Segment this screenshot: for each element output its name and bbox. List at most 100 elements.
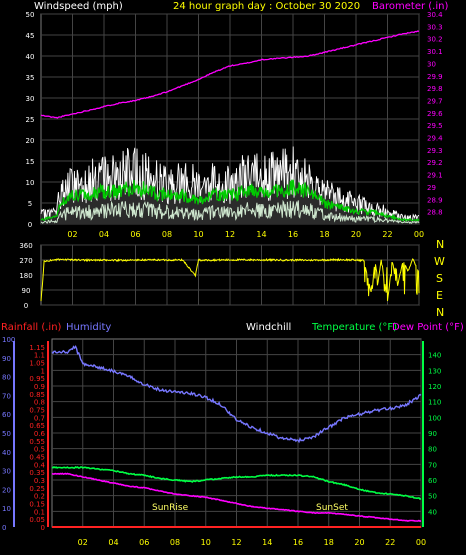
humidity-y-tick-label: 90 [2, 355, 11, 363]
rainfall-y-tick-label: 0.7 [34, 414, 45, 422]
humidity-axis-label: Humidity [66, 322, 111, 333]
humidity-y-tick-label: 0 [2, 524, 6, 532]
humidity-y-tick-label: 70 [2, 392, 11, 400]
wind-min-line [41, 199, 420, 224]
wind-x-tick-label: 14 [256, 230, 266, 239]
humidity-series-line [51, 344, 422, 444]
compass-label: N [436, 238, 444, 251]
wind-x-tick-label: 16 [288, 230, 298, 239]
rainfall-y-tick-label: 0.5 [34, 446, 45, 454]
barometer-axis-label: Barometer (.in) [372, 1, 448, 12]
barometer-y-tick-label: 29 [427, 184, 436, 192]
wind-y-tick-label: 25 [26, 116, 35, 124]
humidity-y-ticks: 0 10 20 30 40 50 60 70 80 90 100 [2, 336, 15, 532]
wind-x-tick-label: 22 [382, 230, 392, 239]
wind-y-ticks: 0 5 10 15 20 25 30 35 40 45 50 [26, 11, 35, 229]
barometer-y-tick-label: 29.8 [427, 85, 443, 93]
barometer-y-tick-label: 29.1 [427, 172, 443, 180]
wind-y-tick-label: 45 [26, 32, 35, 40]
rainfall-axis-label: Rainfall (.in) [1, 322, 62, 333]
temperature-y-tick-label: 40 [428, 508, 437, 516]
compass-labels: N W S E N [434, 238, 445, 319]
compass-label: W [434, 255, 445, 268]
barometer-y-tick-label: 29.3 [427, 147, 443, 155]
wind-x-tick-label: 20 [351, 230, 361, 239]
dewpoint-axis-label: Dew Point (°F) [392, 322, 464, 333]
bottom-x-tick-label: 10 [201, 538, 211, 547]
wind-y-tick-label: 5 [28, 200, 32, 208]
humidity-y-tick-label: 50 [2, 430, 11, 438]
rainfall-y-tick-label: 1.05 [29, 360, 45, 368]
barometer-y-tick-label: 29.2 [427, 159, 443, 167]
temperature-y-tick-label: 60 [428, 477, 437, 485]
wind-y-tick-label: 0 [28, 221, 32, 229]
wind-y-tick-label: 50 [26, 11, 35, 19]
rainfall-y-tick-label: 0.15 [29, 501, 45, 509]
humidity-y-tick-label: 10 [2, 505, 11, 513]
humidity-y-tick-label: 80 [2, 374, 11, 382]
bottom-x-tick-label: 16 [293, 538, 303, 547]
temperature-y-tick-label: 70 [428, 461, 437, 469]
barometer-y-tick-label: 29.9 [427, 73, 443, 81]
wind-x-tick-label: 04 [99, 230, 109, 239]
temperature-y-tick-label: 110 [428, 399, 441, 407]
humidity-y-tick-label: 100 [2, 336, 15, 344]
direction-y-tick-label: 360 [19, 242, 32, 250]
barometer-y-ticks: 28.8 28.9 29 29.1 29.2 29.3 29.4 29.5 29.6 29.7 29… [427, 11, 443, 217]
rainfall-y-tick-label: 1.1 [34, 352, 45, 360]
compass-label: S [436, 272, 443, 285]
rainfall-y-tick-label: 1 [41, 367, 45, 375]
wind-x-ticks: 02 04 06 08 10 12 14 16 18 20 22 00 [67, 230, 424, 239]
wind-x-tick-label: 06 [130, 230, 140, 239]
rainfall-y-tick-label: 0.4 [34, 461, 46, 469]
compass-label: N [436, 306, 444, 319]
temperature-y-ticks: 40 50 60 70 80 90 100 110 120 130 140 [428, 352, 441, 517]
barometer-y-tick-label: 28.8 [427, 209, 443, 217]
bottom-x-tick-label: 06 [139, 538, 149, 547]
barometer-y-tick-label: 30.1 [427, 48, 443, 56]
rainfall-y-tick-label: 0.55 [29, 438, 45, 446]
rainfall-y-tick-label: 0.05 [29, 516, 45, 524]
rainfall-y-tick-label: 0.8 [34, 399, 45, 407]
rainfall-y-tick-label: 1.15 [29, 344, 45, 352]
graph-title: 24 hour graph day : October 30 2020 [173, 1, 360, 12]
rainfall-y-tick-label: 0.45 [29, 454, 45, 462]
wind-y-tick-label: 15 [26, 158, 35, 166]
wind-x-tick-label: 00 [414, 230, 424, 239]
bottom-x-tick-label: 18 [324, 538, 334, 547]
temperature-y-tick-label: 100 [428, 414, 441, 422]
rainfall-y-tick-label: 0.65 [29, 422, 45, 430]
wind-y-tick-label: 40 [26, 53, 35, 61]
temperature-y-tick-label: 90 [428, 430, 437, 438]
barometer-y-tick-label: 29.5 [427, 122, 443, 130]
bottom-x-ticks: 02 04 06 08 10 12 14 16 18 20 22 00 [78, 538, 426, 547]
temperature-y-tick-label: 140 [428, 352, 441, 360]
wind-y-tick-label: 30 [26, 95, 35, 103]
direction-y-tick-label: 270 [19, 257, 32, 265]
barometer-y-tick-label: 30.2 [427, 36, 443, 44]
bottom-x-tick-label: 08 [170, 538, 180, 547]
temperature-y-tick-label: 50 [428, 493, 437, 501]
direction-y-tick-label: 180 [19, 272, 32, 280]
wind-x-tick-label: 02 [67, 230, 77, 239]
humidity-y-tick-label: 40 [2, 449, 11, 457]
bottom-series [51, 344, 422, 528]
rainfall-y-tick-label: 0.95 [29, 375, 45, 383]
bottom-x-tick-label: 00 [416, 538, 426, 547]
barometer-y-tick-label: 28.9 [427, 196, 443, 204]
direction-series [40, 257, 420, 302]
wind-series [40, 30, 420, 224]
bottom-grid [52, 339, 422, 527]
rainfall-y-tick-label: 0.3 [34, 477, 45, 485]
wind-x-tick-label: 18 [319, 230, 329, 239]
wind-x-tick-label: 08 [162, 230, 172, 239]
temperature-y-tick-label: 80 [428, 446, 437, 454]
sunrise-annotation: SunRise [152, 503, 189, 513]
humidity-y-tick-label: 20 [2, 486, 11, 494]
barometer-y-tick-label: 29.6 [427, 110, 443, 118]
bottom-x-tick-label: 04 [108, 538, 118, 547]
temperature-axis-label: Temperature (°F) [311, 322, 397, 333]
rainfall-y-tick-label: 0.35 [29, 469, 45, 477]
bottom-x-tick-label: 02 [78, 538, 88, 547]
